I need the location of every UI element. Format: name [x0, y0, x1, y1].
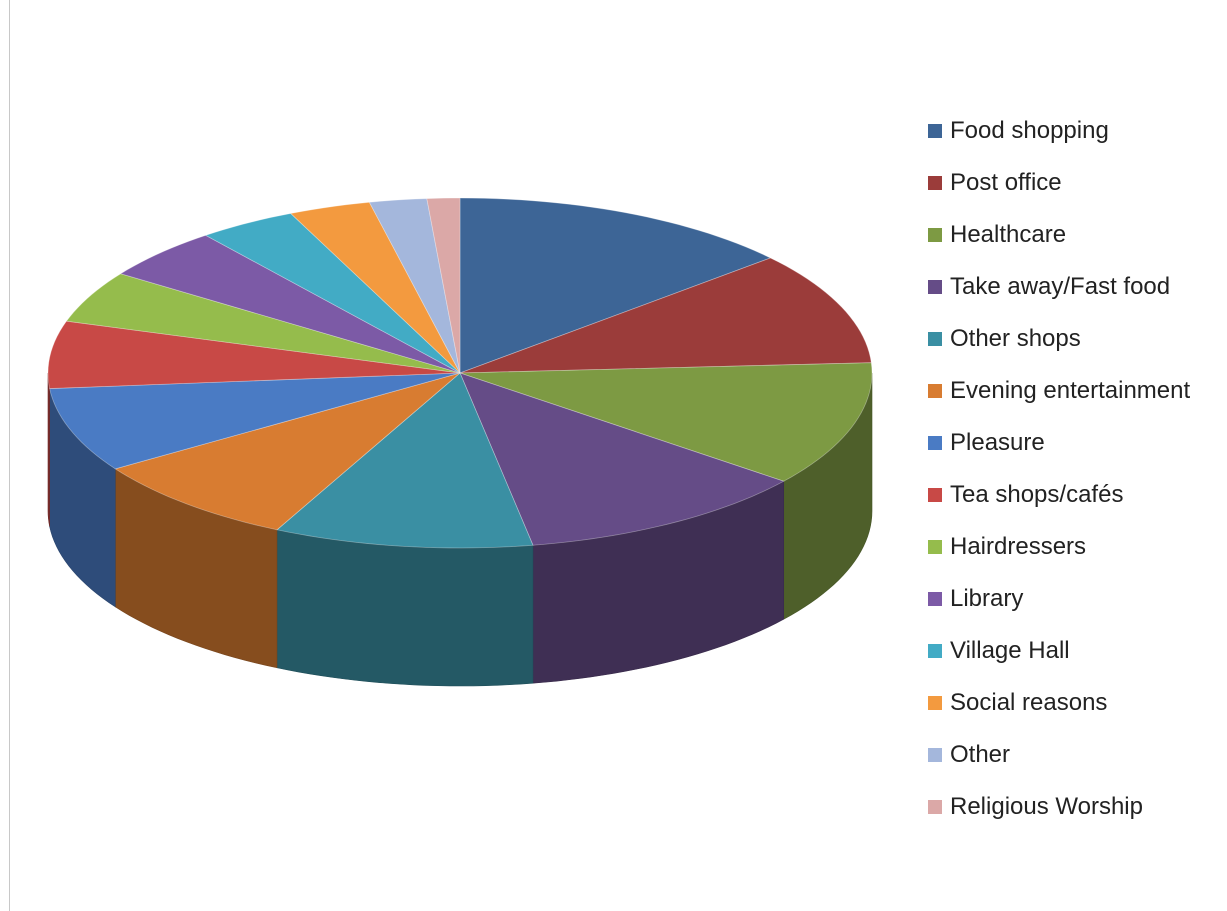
legend-swatch-library — [928, 592, 942, 606]
pie-slice-healthcare — [459, 362, 873, 482]
legend-swatch-post-office — [928, 176, 942, 190]
pie-side-tea-shops-caf-s — [47, 372, 50, 527]
legend-swatch-healthcare — [928, 228, 942, 242]
legend-swatch-food-shopping — [928, 124, 942, 138]
legend-label-other-shops: Other shops — [950, 325, 1081, 352]
legend-label-religious-worship: Religious Worship — [950, 793, 1143, 820]
legend-item-social-reasons: Social reasons — [928, 677, 1190, 729]
legend-swatch-religious-worship — [928, 800, 942, 814]
legend-swatch-other — [928, 748, 942, 762]
legend-label-social-reasons: Social reasons — [950, 689, 1108, 716]
pie-chart-svg — [47, 197, 873, 687]
legend-item-village-hall: Village Hall — [928, 625, 1190, 677]
pie-slice-take-away-fast-food — [459, 372, 785, 546]
legend-item-post-office: Post office — [928, 157, 1190, 209]
legend-swatch-pleasure — [928, 436, 942, 450]
pie-slice-other-shops — [276, 372, 534, 549]
pie-slice-religious-worship — [426, 197, 461, 374]
pie-slice-hairdressers — [65, 273, 461, 374]
legend-label-other: Other — [950, 741, 1011, 768]
pie-side-other-shops — [276, 529, 534, 687]
legend-item-take-away-fast-food: Take away/Fast food — [928, 261, 1190, 313]
legend-swatch-evening-entertainment — [928, 384, 942, 398]
legend-item-pleasure: Pleasure — [928, 417, 1190, 469]
legend-label-evening-entertainment: Evening entertainment — [950, 377, 1191, 404]
legend-item-religious-worship: Religious Worship — [928, 781, 1190, 833]
legend-label-tea-shops-caf-s: Tea shops/cafés — [950, 481, 1124, 508]
legend-swatch-tea-shops-caf-s — [928, 488, 942, 502]
pie-slice-post-office — [459, 257, 872, 374]
legend-label-library: Library — [950, 585, 1024, 612]
pie-slice-village-hall — [204, 213, 461, 374]
legend-swatch-hairdressers — [928, 540, 942, 554]
legend-item-hairdressers: Hairdressers — [928, 521, 1190, 573]
pie-slice-other — [368, 198, 461, 374]
legend-item-other-shops: Other shops — [928, 313, 1190, 365]
legend-label-healthcare: Healthcare — [950, 221, 1067, 248]
legend-label-food-shopping: Food shopping — [950, 117, 1109, 144]
legend-item-food-shopping: Food shopping — [928, 105, 1190, 157]
legend-item-library: Library — [928, 573, 1190, 625]
pie-chart — [47, 197, 873, 687]
pie-slice-library — [119, 234, 461, 374]
legend-label-hairdressers: Hairdressers — [950, 533, 1087, 560]
legend-swatch-social-reasons — [928, 696, 942, 710]
legend-label-post-office: Post office — [950, 169, 1062, 196]
legend-label-take-away-fast-food: Take away/Fast food — [950, 273, 1171, 300]
pie-slice-tea-shops-caf-s — [47, 320, 461, 389]
left-border-line — [9, 0, 10, 911]
legend-label-pleasure: Pleasure — [950, 429, 1045, 456]
pie-slice-evening-entertainment — [114, 372, 461, 531]
legend-swatch-take-away-fast-food — [928, 280, 942, 294]
pie-slice-social-reasons — [289, 201, 461, 374]
legend-swatch-village-hall — [928, 644, 942, 658]
pie-slice-pleasure — [49, 372, 461, 470]
legend-item-tea-shops-caf-s: Tea shops/cafés — [928, 469, 1190, 521]
chart-legend: Food shopping Post office Healthcare Take a… — [928, 105, 1190, 833]
legend-swatch-other-shops — [928, 332, 942, 346]
pie-slice-food-shopping — [459, 197, 772, 374]
legend-item-other: Other — [928, 729, 1190, 781]
legend-item-healthcare: Healthcare — [928, 209, 1190, 261]
legend-label-village-hall: Village Hall — [950, 637, 1070, 664]
legend-item-evening-entertainment: Evening entertainment — [928, 365, 1190, 417]
